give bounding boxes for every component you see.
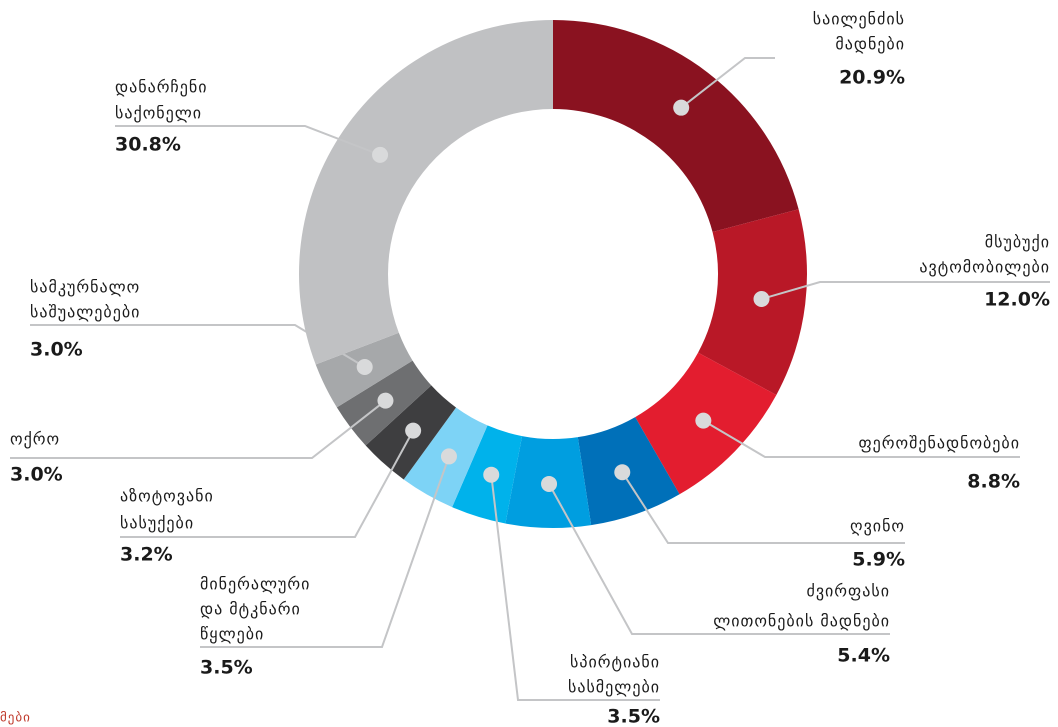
leader-dot [614, 464, 631, 481]
leader-dot [356, 358, 373, 375]
segment-label: მსუბუქი [985, 233, 1050, 252]
leader-line [10, 399, 387, 459]
value-label: 3.0% [10, 464, 63, 486]
leader-dot [695, 412, 712, 429]
value-label: 30.8% [115, 134, 181, 156]
segment-label: ფეროშენადნობები [858, 434, 1020, 453]
segment-label: ავტომობილები [919, 258, 1050, 277]
leader-dot [372, 146, 389, 163]
leader-line [621, 471, 905, 544]
leader-dot [673, 99, 690, 116]
segment-label: დანარჩენი [115, 78, 208, 97]
donut-segment [553, 20, 799, 232]
segment-label: სამკურნალო [30, 278, 140, 297]
segment-label: ღვინო [850, 517, 905, 536]
leader-dot [541, 475, 558, 492]
value-label: 3.5% [607, 706, 660, 727]
segment-label: ლითონების მადნები [713, 612, 890, 631]
leader-dot [377, 392, 394, 409]
leader-line [200, 456, 450, 648]
segment-label: სასმელები [568, 678, 660, 697]
leader-dot [753, 291, 770, 308]
leader-line [680, 57, 775, 109]
segment-label: მადნები [835, 35, 905, 54]
value-label: 20.9% [839, 67, 905, 89]
segment-label: აზოტოვანი [120, 487, 214, 506]
leader-line [120, 430, 415, 538]
leader-line [548, 483, 890, 635]
segment-label: საშუალებები [30, 303, 140, 322]
leader-dot [483, 466, 500, 483]
segment-label: სპირტიანი [570, 653, 660, 672]
value-label: 3.5% [200, 657, 253, 679]
segment-label: სასუქები [120, 514, 194, 533]
leader-dot [405, 422, 422, 439]
segment-label: ოქრო [10, 430, 60, 449]
segment-label: საქონელი [115, 104, 202, 123]
note: მები [0, 711, 31, 726]
leader-line [490, 474, 660, 701]
leader-line [702, 419, 1020, 458]
value-label: 8.8% [967, 471, 1020, 493]
value-label: 5.9% [852, 549, 905, 571]
value-label: 12.0% [984, 289, 1050, 311]
segment-label: საილენძის [813, 10, 905, 29]
segment-label: წყლები [200, 625, 264, 644]
value-label: 3.0% [30, 339, 83, 361]
leader-dot [440, 448, 457, 465]
leader-line [115, 125, 381, 156]
value-label: 3.2% [120, 544, 173, 566]
segment-label: ძვირფასი [806, 582, 890, 601]
segment-label: და მტკნარი [200, 600, 301, 619]
leader-line [761, 281, 1050, 300]
donut-segment [698, 209, 808, 395]
segment-label: მინერალური [200, 575, 310, 594]
value-label: 5.4% [837, 645, 890, 667]
donut-segment [299, 20, 553, 365]
